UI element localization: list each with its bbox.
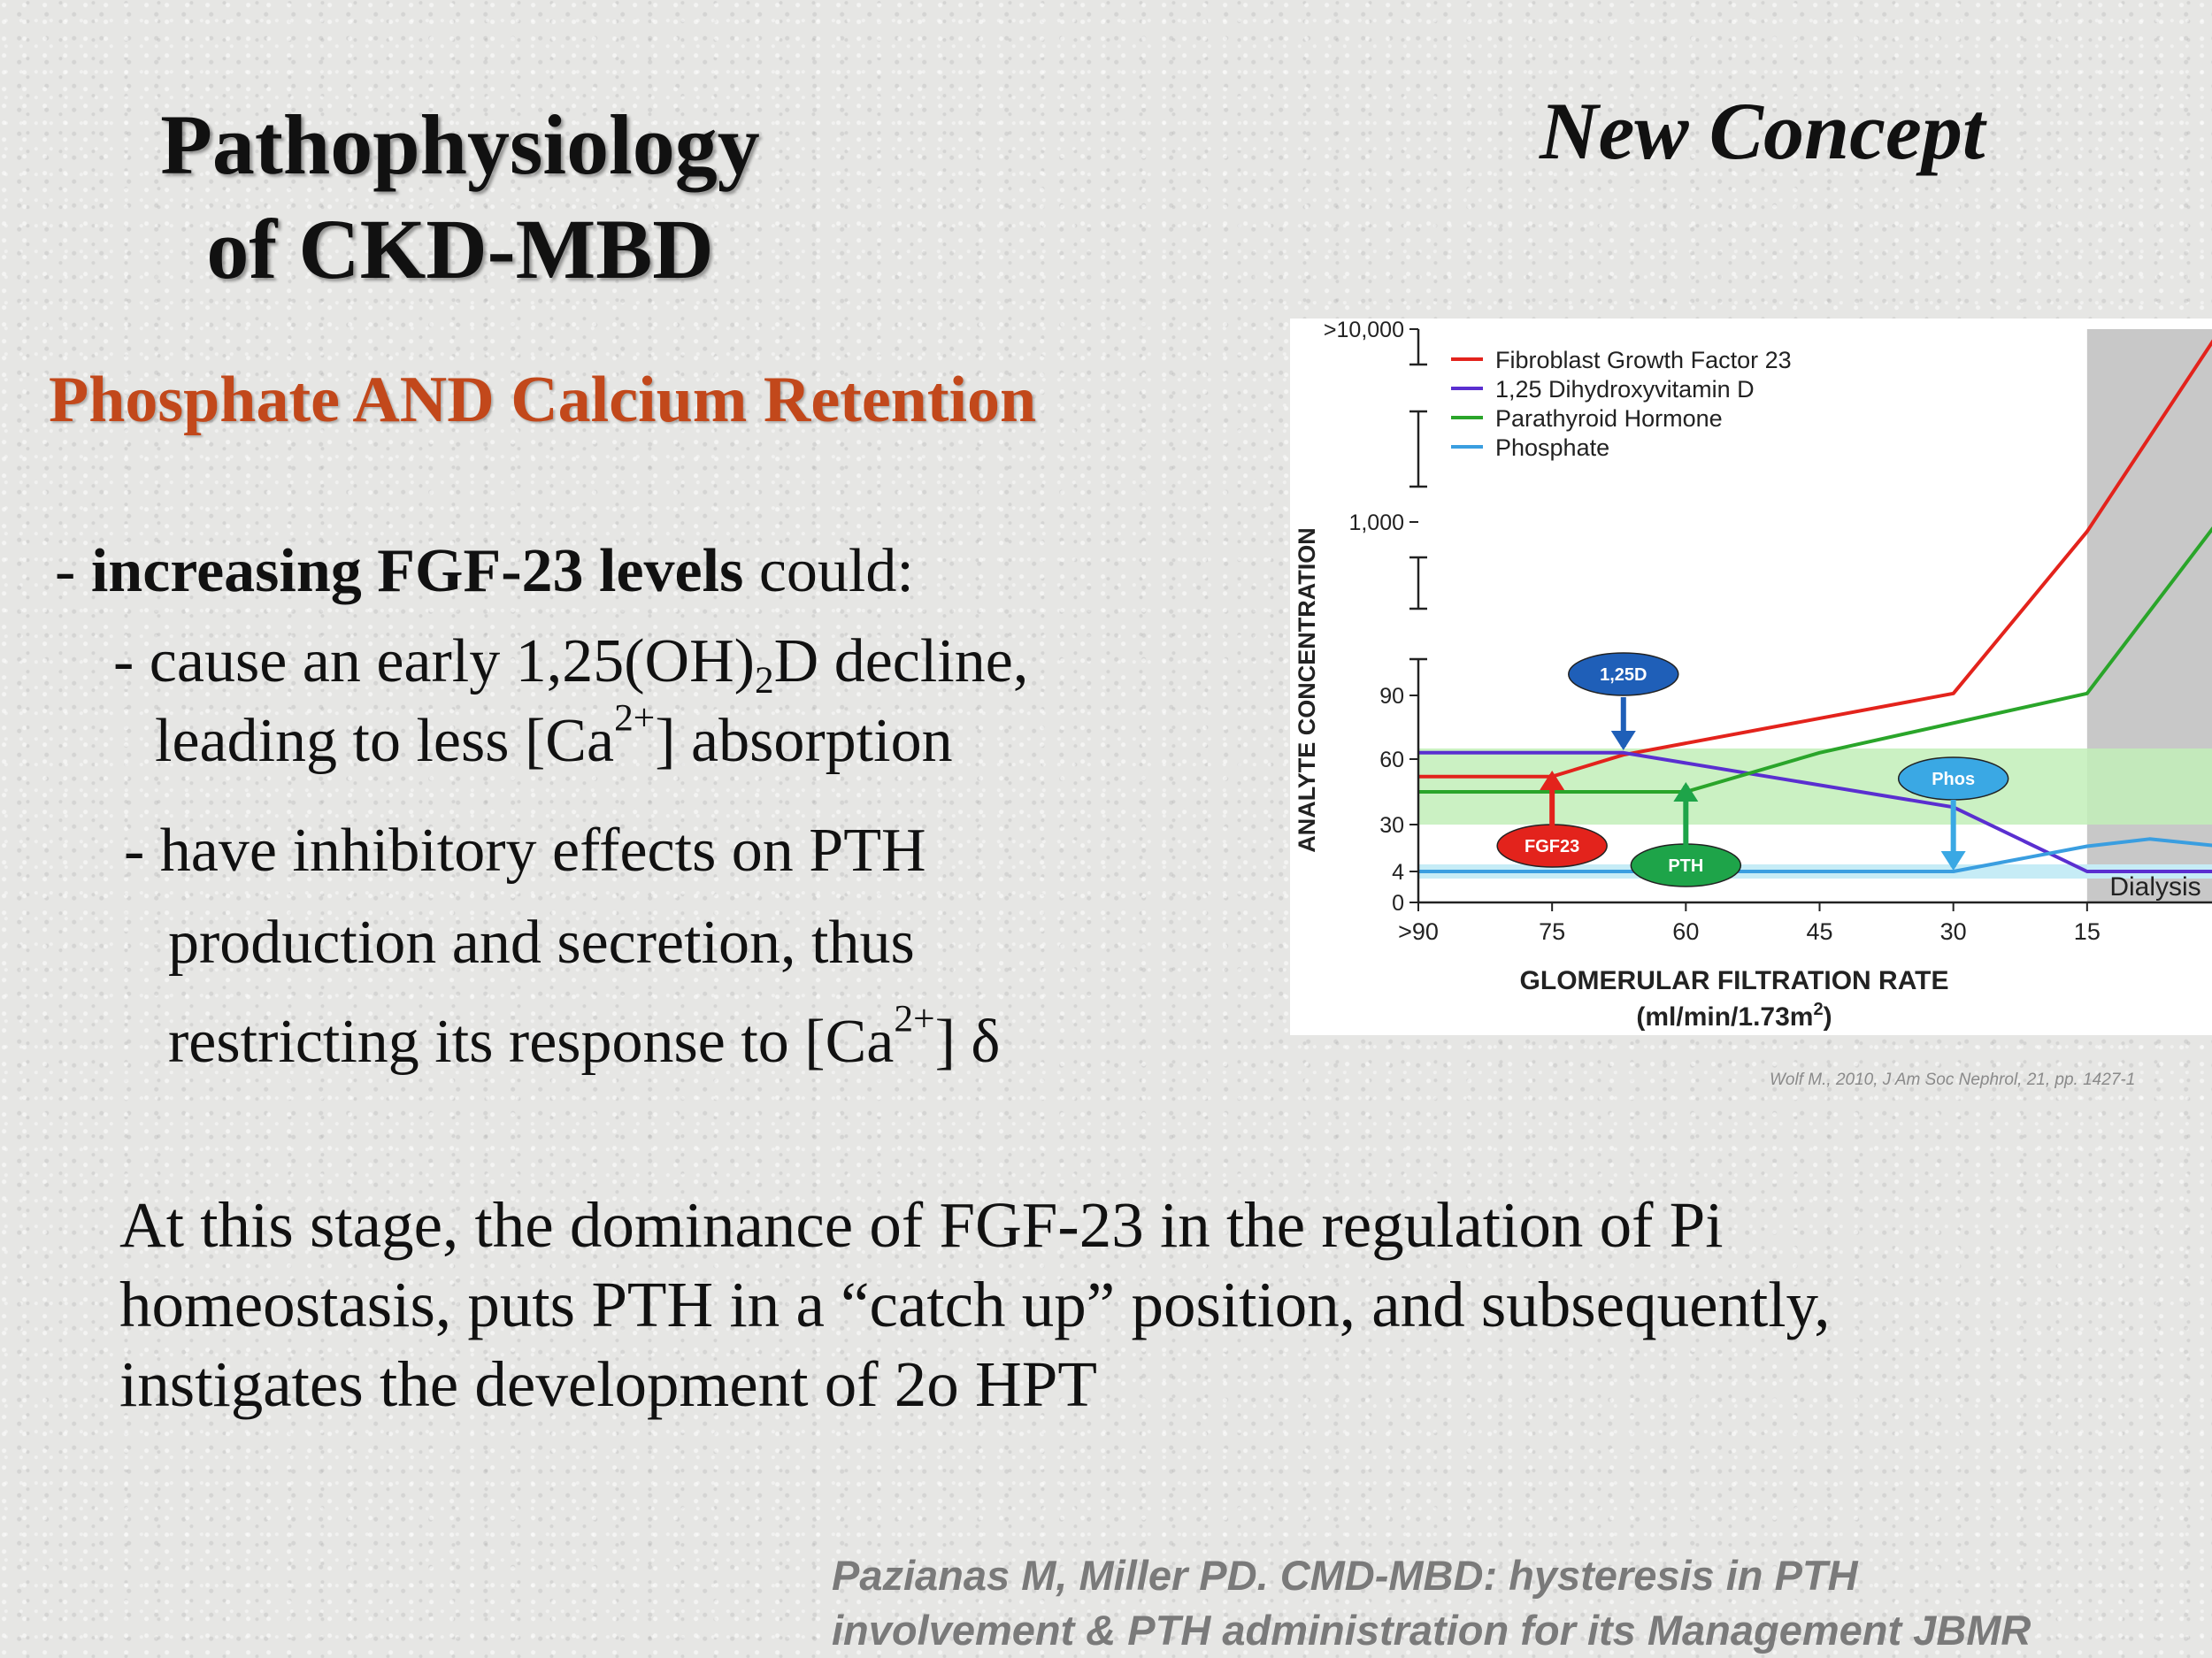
bullet-2-line-3: restricting its response to [Ca2+] δ (168, 1000, 1001, 1079)
marker-badge-125d (1568, 652, 1679, 696)
x-tick-label: 60 (1672, 918, 1699, 945)
y-tick-label: >10,000 (1324, 319, 1404, 342)
gfr-chart-panel: 1,25D FGF23 PTH Phos >90 75 60 45 30 15 0 0 4 30 60 9… (1290, 318, 2212, 1035)
bullet-1-line-1: - cause an early 1,25(OH)2D decline, (113, 625, 1029, 702)
slide-title: Pathophysiology of CKD-MBD (106, 93, 814, 302)
bullet-main-bold: increasing FGF-23 levels (90, 537, 744, 605)
bullet-1-part-2: D decline, (773, 627, 1029, 695)
new-concept-heading: New Concept (1540, 86, 1985, 176)
bullet-1-line2-a: leading to less [Ca (155, 707, 615, 775)
bullet-2-line3-b: ] δ (934, 1008, 1001, 1076)
marker-arrow-head-fgf23 (1540, 771, 1565, 790)
reference-citation: Pazianas M, Miller PD. CMD-MBD: hysteres… (832, 1548, 2031, 1658)
y-axis-title: ANALYTE CONCENTRATION (1294, 527, 1320, 853)
bullet-2-line3-a: restricting its response to [Ca (168, 1008, 895, 1076)
x-tick-label: 30 (1940, 918, 1967, 945)
conclusion-line-2: homeostasis, puts PTH in a “catch up” po… (119, 1269, 1831, 1340)
y-tick-label: 0 (1392, 891, 1404, 916)
series-line-pth (1418, 526, 2212, 794)
dialysis-label: Dialysis (2109, 872, 2200, 902)
subtitle: Phosphate AND Calcium Retention (49, 364, 1037, 436)
bullet-2-line-2: production and secretion, thus (168, 909, 915, 977)
bullet-1-line2-sup: 2+ (614, 696, 656, 740)
bullet-main: - increasing FGF-23 levels could: (55, 534, 914, 609)
reference-line-2: involvement & PTH administration for its… (832, 1607, 2032, 1654)
y-tick-label: 1,000 (1348, 510, 1404, 535)
marker-label-phos: Phos (1932, 770, 1975, 789)
x-tick-label: 45 (1806, 918, 1832, 945)
y-ticks: 0 4 30 60 90 1,000 >10,000 (1324, 318, 1418, 916)
marker-layer: 1,25D FGF23 PTH Phos (1496, 652, 2009, 887)
x-axis-subtitle: (ml/min/1.73m2) (1636, 1000, 1832, 1032)
series-line-phos (1418, 837, 2212, 873)
marker-label-fgf23: FGF23 (1525, 837, 1579, 856)
y-tick-label: 30 (1379, 813, 1404, 838)
x-axis-subtitle-b: ) (1824, 1002, 1832, 1032)
conclusion-line-3: instigates the development of 2o HPT (119, 1348, 1097, 1420)
x-axis-title: GLOMERULAR FILTRATION RATE (1520, 966, 1949, 995)
marker-arrow-head-phos (1940, 851, 1966, 871)
x-tick-label: 75 (1539, 918, 1565, 945)
chart-citation: Wolf M., 2010, J Am Soc Nephrol, 21, pp.… (1770, 1071, 2136, 1089)
gfr-chart: 1,25D FGF23 PTH Phos >90 75 60 45 30 15 0 0 4 30 60 9… (1294, 318, 2212, 1032)
legend-label-fgf23: Fibroblast Growth Factor 23 (1495, 347, 1792, 373)
x-axis-subtitle-sup: 2 (1813, 1000, 1823, 1019)
conclusion-paragraph: At this stage, the dominance of FGF-23 i… (119, 1186, 1831, 1424)
reference-line-1: Pazianas M, Miller PD. CMD-MBD: hysteres… (832, 1552, 1858, 1599)
y-axis (1409, 329, 1427, 902)
bullet-1-sub: 2 (754, 659, 774, 702)
bullet-2-line-1: - have inhibitory effects on PTH (124, 817, 926, 885)
normal-range-band (1418, 748, 2212, 825)
title-line-1: Pathophysiology (160, 97, 760, 192)
marker-arrow-head-125d (1610, 731, 1636, 750)
y-tick-label: 60 (1379, 748, 1404, 772)
series-line-fgf23 (1418, 339, 2212, 779)
x-axis-subtitle-a: (ml/min/1.73m (1636, 1002, 1813, 1032)
bullet-1-line2-b: ] absorption (655, 707, 953, 775)
bullet-main-prefix: - (55, 537, 91, 605)
bullet-main-rest: could: (743, 537, 914, 605)
marker-arrow-head-pth (1673, 782, 1699, 802)
bullet-2-line3-sup: 2+ (894, 997, 935, 1040)
marker-label-125d: 1,25D (1600, 665, 1647, 685)
title-line-2: of CKD-MBD (206, 202, 714, 296)
conclusion-line-1: At this stage, the dominance of FGF-23 i… (119, 1189, 1724, 1261)
marker-label-pth: PTH (1668, 856, 1703, 876)
legend-label-phos: Phosphate (1495, 434, 1609, 461)
x-tick-label: >90 (1398, 918, 1439, 945)
chart-legend: Fibroblast Growth Factor 23 1,25 Dihydrox… (1451, 347, 1792, 461)
legend-label-vitd: 1,25 Dihydroxyvitamin D (1495, 376, 1755, 403)
x-tick-label: 15 (2074, 918, 2101, 945)
bullet-1-line-2: leading to less [Ca2+] absorption (155, 699, 953, 779)
y-tick-label: 90 (1379, 684, 1404, 709)
legend-label-pth: Parathyroid Hormone (1495, 405, 1723, 432)
y-tick-label: 4 (1392, 860, 1404, 885)
bullet-1-part-1: - cause an early 1,25(OH) (113, 627, 755, 695)
